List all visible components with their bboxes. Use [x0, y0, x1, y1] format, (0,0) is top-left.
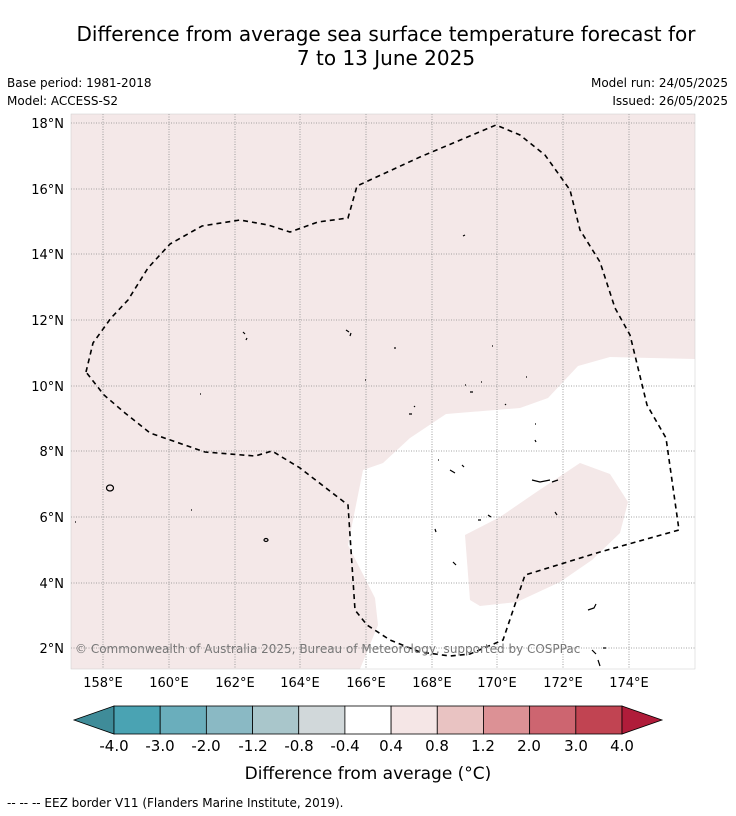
colorbar-tick: -1.2	[238, 737, 267, 755]
meta-right: Model run: 24/05/2025 Issued: 26/05/2025	[591, 74, 728, 110]
colorbar-tick: -4.0	[99, 737, 128, 755]
colorbar-label: Difference from average (°C)	[244, 764, 492, 784]
colorbar-tick: 4.0	[610, 737, 634, 755]
map-title: Difference from average sea surface temp…	[0, 22, 736, 70]
lon-labels: 158°E 160°E 162°E 164°E 166°E 168°E 170°…	[83, 676, 649, 691]
lon-label: 162°E	[215, 676, 255, 691]
lat-label: 16°N	[31, 183, 64, 198]
lat-label: 12°N	[31, 314, 64, 329]
issued-date: Issued: 26/05/2025	[612, 94, 728, 108]
colorbar-tick: 1.2	[471, 737, 495, 755]
colorbar-box	[205, 705, 253, 735]
copyright-text: © Commonwealth of Australia 2025, Bureau…	[75, 642, 580, 656]
colorbar-box	[344, 705, 392, 735]
colorbar-box	[390, 705, 438, 735]
model-name: Model: ACCESS-S2	[7, 94, 119, 108]
title-line-1: Difference from average sea surface temp…	[76, 22, 696, 46]
warm-anomaly-patch	[465, 463, 628, 606]
lat-labels: 18°N 16°N 14°N 12°N 10°N 8°N 6°N 4°N 2°N	[31, 117, 64, 657]
gridlines	[71, 114, 695, 669]
footer-note: -- -- -- EEZ border V11 (Flanders Marine…	[7, 796, 344, 810]
lon-label: 174°E	[609, 676, 649, 691]
lat-label: 18°N	[31, 117, 64, 132]
lon-label: 170°E	[477, 676, 517, 691]
colorbar-tick: 2.0	[517, 737, 541, 755]
colorbar-box	[436, 705, 484, 735]
lat-label: 6°N	[40, 511, 65, 526]
lon-label: 164°E	[280, 676, 320, 691]
colorbar-box	[252, 705, 300, 735]
eez-border	[85, 124, 680, 657]
base-period: Base period: 1981-2018	[7, 76, 152, 90]
colorbar-tick: -0.8	[284, 737, 313, 755]
lon-label: 160°E	[149, 676, 189, 691]
colorbar-tick: -0.4	[330, 737, 359, 755]
colorbar-box	[113, 705, 161, 735]
colorbar-tick: -3.0	[145, 737, 174, 755]
lat-label: 4°N	[40, 577, 65, 592]
title-line-2: 7 to 13 June 2025	[296, 46, 476, 70]
colorbar-tick: 0.8	[425, 737, 449, 755]
colorbar-ticks: -4.0 -3.0 -2.0 -1.2 -0.8 -0.4 0.4 0.8 1.…	[99, 737, 634, 755]
colorbar-extend-high	[621, 705, 664, 735]
colorbar-box	[483, 705, 531, 735]
colorbar-extend-low	[72, 705, 115, 735]
lat-label: 14°N	[31, 248, 64, 263]
colorbar-box	[298, 705, 346, 735]
colorbar-box	[575, 705, 623, 735]
lat-label: 8°N	[40, 445, 65, 460]
lon-label: 166°E	[346, 676, 386, 691]
map-frame	[70, 113, 696, 670]
lon-label: 172°E	[543, 676, 583, 691]
colorbar	[72, 705, 664, 735]
lon-label: 168°E	[412, 676, 452, 691]
lat-label: 10°N	[31, 380, 64, 395]
lat-label: 2°N	[40, 642, 65, 657]
model-run: Model run: 24/05/2025	[590, 76, 728, 90]
meta-left: Base period: 1981-2018 Model: ACCESS-S2	[7, 74, 152, 110]
colorbar-box	[529, 705, 577, 735]
lon-label: 158°E	[83, 676, 123, 691]
colorbar-tick: -2.0	[191, 737, 220, 755]
islands	[75, 234, 606, 667]
colorbar-box	[159, 705, 207, 735]
colorbar-tick: 3.0	[564, 737, 588, 755]
colorbar-tick: 0.4	[379, 737, 403, 755]
